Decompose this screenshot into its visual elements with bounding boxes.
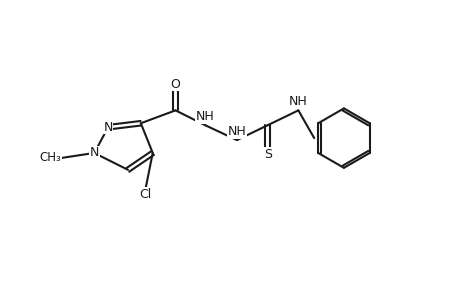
Text: O: O: [170, 78, 180, 91]
Text: N: N: [90, 146, 99, 160]
Text: S: S: [263, 148, 271, 161]
Text: CH₃: CH₃: [40, 152, 62, 164]
Text: NH: NH: [196, 110, 214, 123]
Text: NH: NH: [288, 95, 307, 108]
Text: NH: NH: [227, 125, 246, 138]
Text: N: N: [103, 121, 112, 134]
Text: Cl: Cl: [140, 188, 151, 201]
